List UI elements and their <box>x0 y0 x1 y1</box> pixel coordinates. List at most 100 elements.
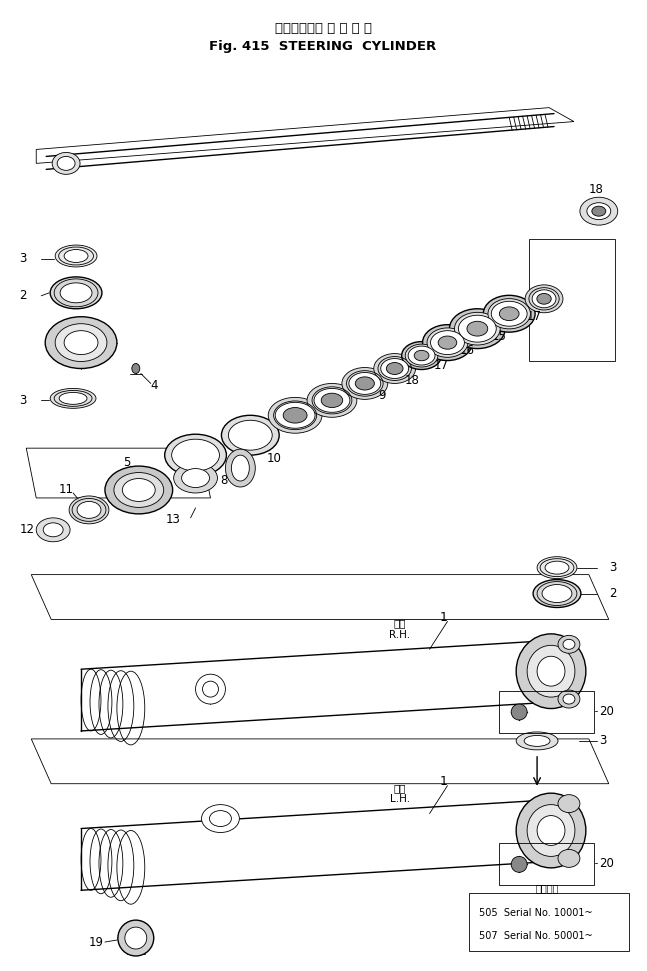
Ellipse shape <box>269 397 322 433</box>
Ellipse shape <box>516 634 586 709</box>
Text: 右側
R.H.: 右側 R.H. <box>389 619 410 640</box>
Ellipse shape <box>165 434 226 476</box>
Text: 17: 17 <box>433 359 448 372</box>
Text: Fig. 415  STEERING  CYLINDER: Fig. 415 STEERING CYLINDER <box>210 40 437 53</box>
Ellipse shape <box>516 732 558 750</box>
Text: 左側
L.H.: 左側 L.H. <box>389 783 410 804</box>
Ellipse shape <box>50 277 102 309</box>
Text: 3: 3 <box>19 394 27 407</box>
Ellipse shape <box>454 313 500 345</box>
Text: 8: 8 <box>221 474 228 486</box>
Ellipse shape <box>283 408 307 423</box>
Ellipse shape <box>221 416 280 455</box>
Ellipse shape <box>173 463 217 493</box>
Text: 6: 6 <box>201 455 208 469</box>
Ellipse shape <box>438 336 457 350</box>
Ellipse shape <box>105 466 173 514</box>
Ellipse shape <box>430 331 465 354</box>
Ellipse shape <box>45 317 117 369</box>
Ellipse shape <box>511 704 527 720</box>
Ellipse shape <box>483 295 535 332</box>
Bar <box>499 844 594 886</box>
Bar <box>469 893 629 951</box>
Text: 3: 3 <box>609 561 616 574</box>
Text: 505  Serial No. 10001~: 505 Serial No. 10001~ <box>479 908 593 919</box>
Ellipse shape <box>527 646 575 697</box>
Ellipse shape <box>275 402 315 428</box>
Ellipse shape <box>225 450 256 487</box>
Text: 5: 5 <box>123 455 130 469</box>
Ellipse shape <box>558 794 580 813</box>
Ellipse shape <box>532 290 556 308</box>
Text: 20: 20 <box>599 705 614 718</box>
Text: ステアリング シ リ ン ダ: ステアリング シ リ ン ダ <box>274 22 371 35</box>
Text: 11: 11 <box>59 484 74 496</box>
Text: 13: 13 <box>166 514 181 526</box>
Text: 3: 3 <box>19 252 27 265</box>
Text: 適用号機: 適用号機 <box>535 884 559 893</box>
Text: 4: 4 <box>151 379 159 392</box>
Ellipse shape <box>77 501 101 519</box>
Ellipse shape <box>69 496 109 523</box>
Ellipse shape <box>542 585 572 602</box>
Text: 16: 16 <box>459 344 474 357</box>
Ellipse shape <box>537 293 551 304</box>
Ellipse shape <box>422 324 472 360</box>
Ellipse shape <box>125 927 147 949</box>
Ellipse shape <box>307 384 357 418</box>
Text: 2: 2 <box>19 289 27 302</box>
Ellipse shape <box>182 469 210 487</box>
Ellipse shape <box>64 331 98 354</box>
Text: 10: 10 <box>267 452 281 464</box>
Ellipse shape <box>488 299 531 329</box>
Ellipse shape <box>118 921 154 956</box>
Ellipse shape <box>537 556 577 579</box>
Ellipse shape <box>459 316 496 342</box>
Ellipse shape <box>450 309 505 349</box>
Ellipse shape <box>55 323 107 361</box>
Ellipse shape <box>36 518 70 542</box>
Ellipse shape <box>52 152 80 175</box>
Ellipse shape <box>499 307 519 320</box>
Ellipse shape <box>321 393 343 408</box>
Ellipse shape <box>414 351 429 361</box>
Text: 19: 19 <box>89 935 104 949</box>
Ellipse shape <box>171 439 219 471</box>
Text: 15: 15 <box>491 330 506 343</box>
Ellipse shape <box>228 420 272 451</box>
Ellipse shape <box>386 362 403 375</box>
Ellipse shape <box>427 328 468 357</box>
Ellipse shape <box>558 635 580 653</box>
Ellipse shape <box>511 856 527 872</box>
Ellipse shape <box>122 479 155 501</box>
Ellipse shape <box>537 656 565 686</box>
Ellipse shape <box>59 392 87 404</box>
Ellipse shape <box>545 561 569 574</box>
Bar <box>499 691 594 733</box>
Ellipse shape <box>232 455 249 481</box>
Text: 9: 9 <box>378 389 385 402</box>
Ellipse shape <box>467 321 488 336</box>
Ellipse shape <box>314 388 350 413</box>
Ellipse shape <box>537 816 565 846</box>
Text: 18: 18 <box>589 183 604 196</box>
Ellipse shape <box>64 250 88 262</box>
Text: 17: 17 <box>527 310 542 323</box>
Ellipse shape <box>201 805 239 832</box>
Ellipse shape <box>516 793 586 868</box>
Ellipse shape <box>563 694 575 704</box>
Ellipse shape <box>132 363 140 374</box>
Ellipse shape <box>524 735 550 747</box>
Ellipse shape <box>55 245 97 267</box>
Ellipse shape <box>349 373 380 394</box>
Ellipse shape <box>408 346 435 365</box>
Text: 20: 20 <box>599 856 614 870</box>
Ellipse shape <box>592 206 606 217</box>
Ellipse shape <box>405 344 438 367</box>
Ellipse shape <box>402 342 441 370</box>
Ellipse shape <box>374 353 415 384</box>
Text: 1: 1 <box>439 775 447 788</box>
Ellipse shape <box>342 367 388 399</box>
Text: 3: 3 <box>599 734 606 748</box>
Ellipse shape <box>587 203 611 219</box>
